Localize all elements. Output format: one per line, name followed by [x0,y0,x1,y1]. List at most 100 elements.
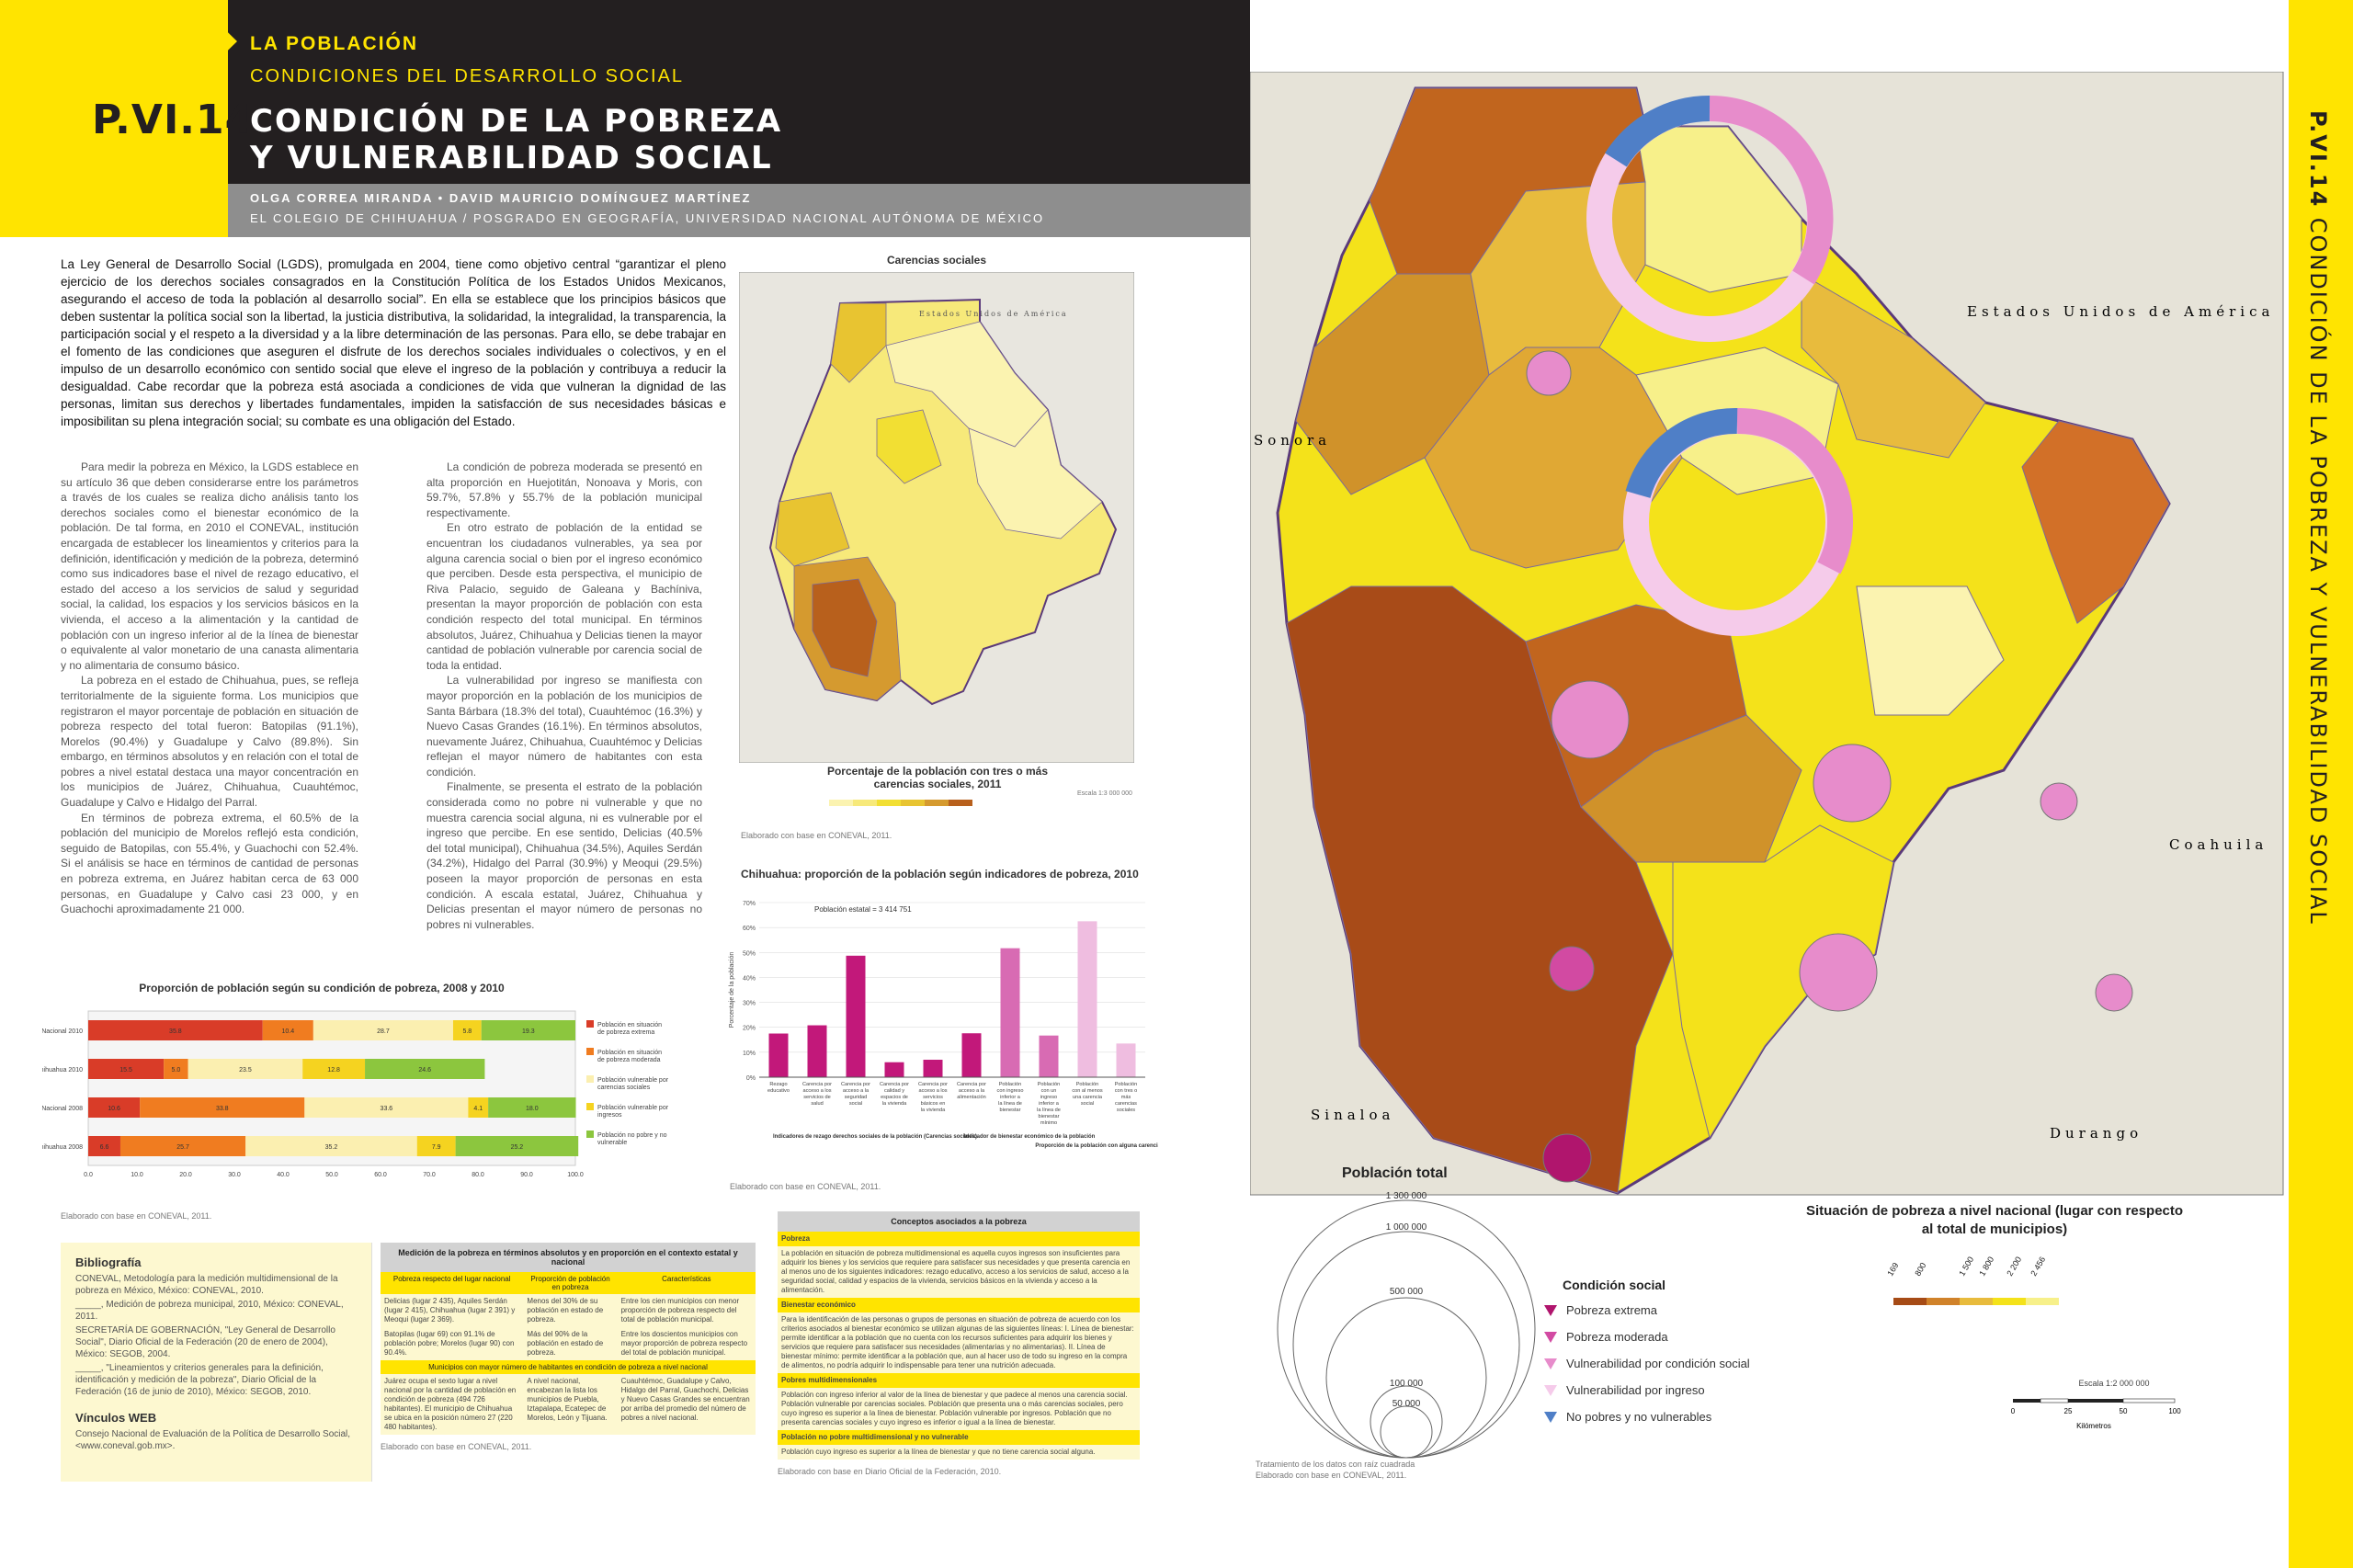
institution: EL COLEGIO DE CHIHUAHUA / POSGRADO EN GE… [250,211,1045,225]
municipality-pie [1813,744,1892,823]
legend-swatch [1960,1298,1993,1305]
legend-circle [1325,1297,1487,1459]
x-tick-label: sociales [1117,1108,1135,1113]
scale-label: Escala 1:2 000 000 [2078,1379,2150,1388]
x-tick-label: Población [1076,1082,1099,1087]
measurement-table-caption: Elaborado con base en CONEVAL, 2011. [381,1442,532,1451]
legend-swatch [586,1075,594,1083]
condition-legend: Condición social Pobreza extrema Pobreza… [1544,1278,1750,1437]
ring-segment [1736,407,1854,574]
y-tick-label: 0% [746,1075,756,1082]
x-tick-label: Carencia por [802,1082,832,1087]
bar-chart-title: Chihuahua: proporción de la población se… [741,868,1139,881]
x-tick-label: Carencia por [957,1082,986,1087]
stack-segment [416,1136,456,1156]
concept-name: Pobres multidimensionales [778,1373,1140,1388]
link-item[interactable]: Consejo Nacional de Evaluación de la Pol… [75,1429,351,1451]
page-title-line1: CONDICIÓN DE LA POBREZA [250,103,783,140]
bar [961,1033,982,1077]
y-tick-label: 40% [743,975,756,982]
legend-label: Población no pobre y no [597,1132,667,1139]
segment-label: 18.0 [526,1106,539,1112]
legend-label: Población vulnerable por [597,1105,669,1111]
municipality-midlow [876,409,942,484]
national-legend-title: Situación de pobreza a nivel nacional (l… [1805,1203,2184,1237]
side-title: P.VI.14 CONDICIÓN DE LA POBREZA Y VULNER… [2305,110,2331,926]
legend-swatch [586,1131,594,1138]
municipality-region [1801,273,1986,459]
stack-segment [164,1059,188,1079]
legend-label: Población en situación [597,1050,662,1056]
legend-swatch [949,800,972,806]
segment-label: 7.9 [432,1144,441,1151]
bar [1000,948,1020,1077]
x-tick-label: salud [811,1101,823,1107]
bar-chart: Porcentaje de la población Población esta… [729,901,1158,1149]
scale-tick: 0 [2011,1407,2016,1415]
x-tick-label: con ingreso [997,1088,1024,1094]
bar [807,1025,827,1077]
bibliography-item: CONEVAL, Metodología para la medición mu… [75,1274,338,1296]
municipality-region [1672,824,1894,1140]
text-column-b: La condición de pobreza moderada se pres… [426,460,702,932]
x-tick-label: social [849,1101,862,1107]
x-tick-label: bienestar [1038,1114,1059,1119]
wedge-icon [1544,1411,1557,1423]
bar-chart-caption: Elaborado con base en CONEVAL, 2011. [730,1182,881,1191]
x-tick-label: 40.0 [277,1172,290,1178]
subsection-title: CONDICIONES DEL DESARROLLO SOCIAL [250,66,685,86]
y-axis-label: Porcentaje de la población [729,952,735,1028]
legend-value: 1 000 000 [1386,1222,1427,1233]
small-map-legend-title: Porcentaje de la población con tres o má… [826,765,1049,790]
y-tick-label: 60% [743,926,756,932]
bar [846,955,866,1077]
table-header: Características [617,1272,756,1294]
side-code: P.VI.14 [2305,110,2331,209]
table-row: Delicias (lugar 2 435), Aquiles Serdán (… [381,1294,756,1327]
concept-text: Para la identificación de las personas o… [781,1315,1134,1369]
x-tick-label: 60.0 [374,1172,387,1178]
paragraph: En términos de pobreza extrema, el 60.5%… [61,811,358,916]
stack-segment [88,1059,165,1079]
label-sinaloa: Sinaloa [1311,1107,1394,1123]
tick-label: 169 [1885,1260,1901,1278]
segment-label: 23.5 [239,1067,252,1074]
table-cell: Cuauhtémoc, Guadalupe y Calvo, Hidalgo d… [620,1377,750,1422]
stack-segment [468,1097,489,1118]
small-map-legend-swatches [829,800,972,806]
x-tick-label: Población [1115,1082,1138,1087]
group-label: Proporción de la población con alguna ca… [1035,1143,1158,1149]
legend-label: Vulnerabilidad por ingreso [1566,1383,1705,1397]
bibliography-item: _____, Medición de pobreza municipal, 20… [75,1300,344,1322]
segment-label: 33.6 [381,1106,393,1112]
row-label: Chihuahua 2008 [42,1144,83,1151]
tick-label: 2 200 [2005,1255,2024,1278]
stack-segment [302,1059,366,1079]
national-legend-ticks: 169 800 1 500 1 800 2 200 2 456 [1885,1255,2068,1296]
table-cell: Delicias (lugar 2 435), Aquiles Serdán (… [384,1297,516,1324]
legend-swatch [1893,1298,1927,1305]
segment-label: 12.8 [327,1067,340,1074]
stack-segment [452,1020,482,1040]
scale-segment [2068,1399,2123,1403]
table-cell: Batopilas (lugar 69) con 91.1% de poblac… [384,1330,515,1357]
wedge-icon [1544,1331,1557,1343]
text-column-a: Para medir la pobreza en México, la LGDS… [61,460,358,917]
legend-circle [1292,1231,1520,1459]
row-label: Nacional 2008 [42,1106,83,1112]
concepts-table: Conceptos asociados a la pobreza Pobreza… [778,1211,1140,1476]
x-tick-label: con al menos [1072,1088,1102,1094]
x-tick-label: más [1121,1095,1131,1100]
group-label: Indicadores de rezago derechos sociales … [773,1134,977,1140]
bar [768,1033,789,1077]
segment-label: 10.6 [108,1106,120,1112]
table-row: Juárez ocupa el sexto lugar a nivel naci… [381,1374,756,1435]
table-header: Proporción de población en pobreza [523,1272,618,1294]
y-tick-label: 70% [743,901,756,907]
legend-label: vulnerable [597,1140,627,1146]
paragraph: Para medir la pobreza en México, la LGDS… [61,460,358,672]
segment-label: 4.1 [473,1106,483,1112]
segment-label: 28.7 [377,1028,390,1035]
segment-label: 5.8 [462,1028,472,1035]
x-tick-label: ingreso [1040,1095,1057,1100]
